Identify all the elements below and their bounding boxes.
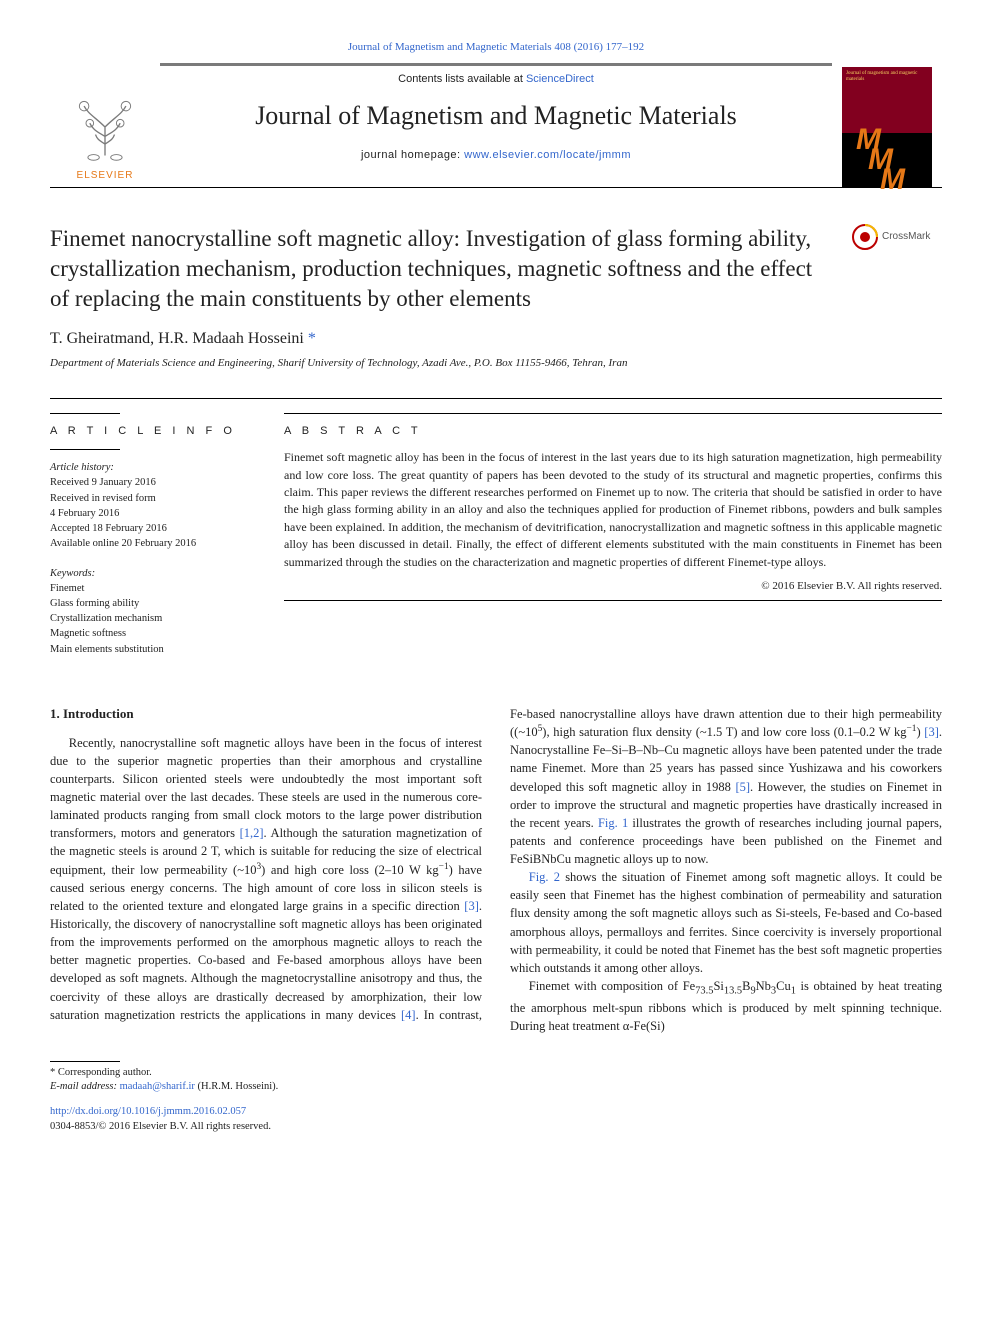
ref-link[interactable]: [3] xyxy=(924,725,939,739)
doi-line: http://dx.doi.org/10.1016/j.jmmm.2016.02… xyxy=(50,1105,942,1120)
elsevier-tree-icon xyxy=(65,87,145,167)
abstract-text: Finemet soft magnetic alloy has been in … xyxy=(284,449,942,571)
publisher-block: ELSEVIER xyxy=(50,63,160,187)
keyword: Magnetic softness xyxy=(50,626,242,641)
history-label: Article history: xyxy=(50,460,242,475)
abstract-head: A B S T R A C T xyxy=(284,424,942,439)
journal-title: Journal of Magnetism and Magnetic Materi… xyxy=(170,98,822,134)
cover-thumb-wrap: Journal of magnetism and magnetic materi… xyxy=(832,63,942,187)
article-title: Finemet nanocrystalline soft magnetic al… xyxy=(50,224,852,314)
cover-text: Journal of magnetism and magnetic materi… xyxy=(846,71,928,82)
publisher-label: ELSEVIER xyxy=(77,169,134,183)
history-line: Available online 20 February 2016 xyxy=(50,536,242,551)
sciencedirect-link[interactable]: ScienceDirect xyxy=(526,73,594,85)
keywords-label: Keywords: xyxy=(50,566,242,581)
running-header: Journal of Magnetism and Magnetic Materi… xyxy=(50,40,942,55)
corresponding-marker[interactable]: * xyxy=(308,330,316,347)
email-link[interactable]: madaah@sharif.ir xyxy=(120,1081,195,1092)
crossmark-icon xyxy=(852,224,878,250)
contents-line: Contents lists available at ScienceDirec… xyxy=(170,72,822,87)
running-header-link[interactable]: Journal of Magnetism and Magnetic Materi… xyxy=(348,41,644,53)
fig-link[interactable]: Fig. 2 xyxy=(529,870,560,884)
journal-header: ELSEVIER Contents lists available at Sci… xyxy=(50,63,942,188)
paragraph: Finemet with composition of Fe73.5Si13.5… xyxy=(510,977,942,1035)
section-heading: 1. Introduction xyxy=(50,705,482,724)
history-line: Received 9 January 2016 xyxy=(50,475,242,490)
email-line: E-mail address: madaah@sharif.ir (H.R.M.… xyxy=(50,1080,942,1095)
article-history: Article history: Received 9 January 2016… xyxy=(50,460,242,551)
authors-text: T. Gheiratmand, H.R. Madaah Hosseini xyxy=(50,330,304,347)
article-info-head: A R T I C L E I N F O xyxy=(50,424,242,439)
ref-link[interactable]: [5] xyxy=(735,780,750,794)
keywords-block: Keywords: Finemet Glass forming ability … xyxy=(50,566,242,657)
keyword: Glass forming ability xyxy=(50,596,242,611)
abstract-copyright: © 2016 Elsevier B.V. All rights reserved… xyxy=(284,579,942,594)
footnotes: * Corresponding author. E-mail address: … xyxy=(50,1061,942,1135)
header-center: Contents lists available at ScienceDirec… xyxy=(160,63,832,187)
doi-link[interactable]: http://dx.doi.org/10.1016/j.jmmm.2016.02… xyxy=(50,1106,246,1117)
journal-homepage-line: journal homepage: www.elsevier.com/locat… xyxy=(170,148,822,163)
abstract-column: A B S T R A C T Finemet soft magnetic al… xyxy=(260,399,942,671)
history-line: Accepted 18 February 2016 xyxy=(50,521,242,536)
authors: T. Gheiratmand, H.R. Madaah Hosseini * xyxy=(50,328,942,350)
article-info-column: A R T I C L E I N F O Article history: R… xyxy=(50,399,260,671)
fig-link[interactable]: Fig. 1 xyxy=(598,816,628,830)
body-text: 1. Introduction Recently, nanocrystallin… xyxy=(50,705,942,1035)
journal-cover-icon: Journal of magnetism and magnetic materi… xyxy=(842,67,932,187)
history-line: Received in revised form xyxy=(50,491,242,506)
ref-link[interactable]: [4] xyxy=(401,1008,416,1022)
paragraph: Fig. 2 shows the situation of Finemet am… xyxy=(510,868,942,977)
crossmark-badge[interactable]: CrossMark xyxy=(852,224,942,250)
email-label: E-mail address: xyxy=(50,1081,120,1092)
ref-link[interactable]: [1,2] xyxy=(240,826,264,840)
history-line: 4 February 2016 xyxy=(50,506,242,521)
corresponding-note: * Corresponding author. xyxy=(50,1066,942,1081)
affiliation: Department of Materials Science and Engi… xyxy=(50,356,942,371)
issn-copyright: 0304-8853/© 2016 Elsevier B.V. All right… xyxy=(50,1120,942,1135)
keyword: Finemet xyxy=(50,581,242,596)
homepage-prefix: journal homepage: xyxy=(361,149,464,161)
keyword: Main elements substitution xyxy=(50,642,242,657)
homepage-link[interactable]: www.elsevier.com/locate/jmmm xyxy=(464,149,631,161)
ref-link[interactable]: [3] xyxy=(464,899,479,913)
contents-prefix: Contents lists available at xyxy=(398,73,526,85)
crossmark-label: CrossMark xyxy=(882,230,930,244)
email-suffix: (H.R.M. Hosseini). xyxy=(198,1081,279,1092)
keyword: Crystallization mechanism xyxy=(50,611,242,626)
